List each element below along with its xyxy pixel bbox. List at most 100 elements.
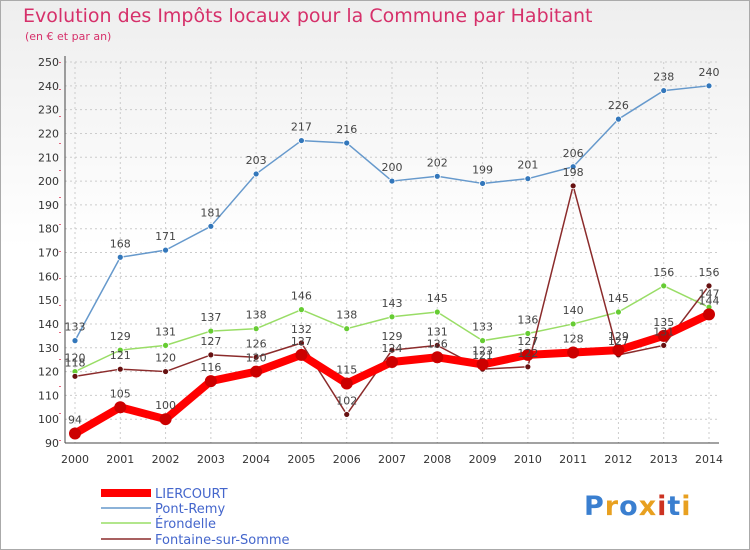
data-point-pont-remy — [524, 175, 532, 183]
data-label--rondelle: 137 — [200, 311, 221, 324]
y-tick-label: 120 — [38, 366, 59, 379]
data-label-pont-remy: 200 — [382, 161, 403, 174]
data-label-pont-remy: 202 — [427, 156, 448, 169]
data-point--rondelle — [524, 330, 532, 337]
x-tick-label: 2007 — [378, 453, 406, 466]
data-point-pont-remy — [388, 177, 396, 185]
data-point-liercourt — [521, 348, 534, 361]
data-point-pont-remy — [705, 82, 713, 90]
data-point-fontaine-sur-somme — [660, 341, 668, 349]
y-tick-label: 210 — [38, 151, 59, 164]
data-label--rondelle: 147 — [699, 287, 720, 300]
data-label--rondelle: 136 — [517, 313, 538, 326]
data-label--rondelle: 143 — [382, 297, 403, 310]
x-tick-label: 2009 — [469, 453, 497, 466]
data-label--rondelle: 145 — [427, 292, 448, 305]
data-point-liercourt — [340, 377, 353, 390]
data-label-pont-remy: 240 — [699, 66, 720, 79]
x-tick-label: 2011 — [559, 453, 587, 466]
data-point--rondelle — [207, 327, 215, 335]
data-point-liercourt — [431, 351, 444, 364]
data-point--rondelle — [388, 313, 396, 321]
data-point-liercourt — [295, 348, 308, 361]
y-tick-label: 250 — [38, 56, 59, 69]
data-label-pont-remy: 171 — [155, 230, 176, 243]
data-label-pont-remy: 199 — [472, 163, 493, 176]
data-label-fontaine-sur-somme: 120 — [155, 352, 176, 365]
data-point--rondelle — [298, 306, 305, 314]
data-label-liercourt: 105 — [110, 387, 131, 400]
data-point--rondelle — [660, 282, 668, 290]
data-label--rondelle: 133 — [472, 321, 493, 334]
data-point--rondelle — [479, 337, 486, 345]
data-label-liercourt: 116 — [200, 361, 221, 374]
data-point--rondelle — [162, 341, 169, 349]
data-label--rondelle: 145 — [608, 292, 629, 305]
y-tick-label: 180 — [38, 223, 59, 236]
data-label-liercourt: 129 — [608, 330, 629, 343]
chart-title: Evolution des Impôts locaux pour la Comm… — [23, 5, 593, 27]
data-label-liercourt: 120 — [246, 352, 267, 365]
x-tick-label: 2001 — [106, 453, 134, 466]
y-tick-label: 190 — [38, 199, 59, 212]
data-label-pont-remy: 203 — [246, 154, 267, 167]
data-point-fontaine-sur-somme — [524, 363, 532, 371]
data-label-fontaine-sur-somme: 102 — [336, 394, 357, 407]
data-label-liercourt: 115 — [336, 363, 357, 376]
data-label-liercourt: 124 — [382, 342, 403, 355]
data-label-fontaine-sur-somme: 121 — [110, 349, 131, 362]
data-point--rondelle — [615, 308, 622, 316]
x-tick-label: 2000 — [61, 453, 89, 466]
data-label-pont-remy: 216 — [336, 123, 357, 136]
data-label-fontaine-sur-somme: 127 — [200, 335, 221, 348]
x-tick-label: 2004 — [242, 453, 270, 466]
data-label-pont-remy: 226 — [608, 99, 629, 112]
y-tick-label: 240 — [38, 80, 59, 93]
y-tick-label: 110 — [38, 389, 59, 402]
data-label-liercourt: 144 — [699, 294, 720, 307]
data-point--rondelle — [116, 346, 124, 354]
data-label-liercourt: 94 — [68, 413, 82, 426]
data-label-liercourt: 123 — [472, 344, 493, 357]
data-point-liercourt — [476, 358, 489, 371]
y-tick-label: 100 — [38, 413, 59, 426]
data-label-pont-remy: 168 — [110, 237, 131, 250]
data-point--rondelle — [252, 325, 260, 333]
legend-label--rondelle: Érondelle — [155, 516, 216, 532]
data-label--rondelle: 131 — [155, 325, 176, 338]
data-point-pont-remy — [298, 137, 305, 144]
data-point-fontaine-sur-somme — [162, 368, 169, 375]
data-point-fontaine-sur-somme — [569, 182, 577, 190]
data-point-fontaine-sur-somme — [343, 411, 351, 418]
data-point-pont-remy — [569, 163, 577, 171]
x-tick-label: 2005 — [287, 453, 315, 466]
data-label-pont-remy: 217 — [291, 121, 312, 134]
data-label-liercourt: 135 — [653, 316, 674, 329]
data-label--rondelle: 146 — [291, 290, 312, 303]
data-label--rondelle: 156 — [653, 266, 674, 279]
x-tick-label: 2012 — [604, 453, 632, 466]
logo-letter: t — [667, 491, 682, 522]
data-label-liercourt: 127 — [517, 335, 538, 348]
data-point-liercourt — [703, 308, 715, 321]
data-point-liercourt — [657, 329, 670, 342]
data-label-fontaine-sur-somme: 127 — [608, 335, 629, 348]
data-point-pont-remy — [116, 253, 124, 261]
logo-letter: o — [619, 491, 639, 522]
data-point-liercourt — [159, 413, 172, 426]
x-tick-label: 2006 — [333, 453, 361, 466]
data-label-fontaine-sur-somme: 198 — [563, 166, 584, 179]
data-label-liercourt: 127 — [291, 335, 312, 348]
data-label-fontaine-sur-somme: 131 — [427, 325, 448, 338]
data-label-fontaine-sur-somme: 118 — [65, 356, 86, 369]
data-point--rondelle — [433, 308, 441, 316]
data-point--rondelle — [569, 320, 577, 328]
data-label-liercourt: 100 — [155, 399, 176, 412]
data-point--rondelle — [343, 325, 351, 333]
data-point-liercourt — [69, 427, 81, 440]
data-label-pont-remy: 181 — [200, 206, 221, 219]
data-point-pont-remy — [615, 115, 622, 123]
logo-letter: i — [681, 491, 692, 522]
data-label--rondelle: 120 — [65, 352, 86, 365]
